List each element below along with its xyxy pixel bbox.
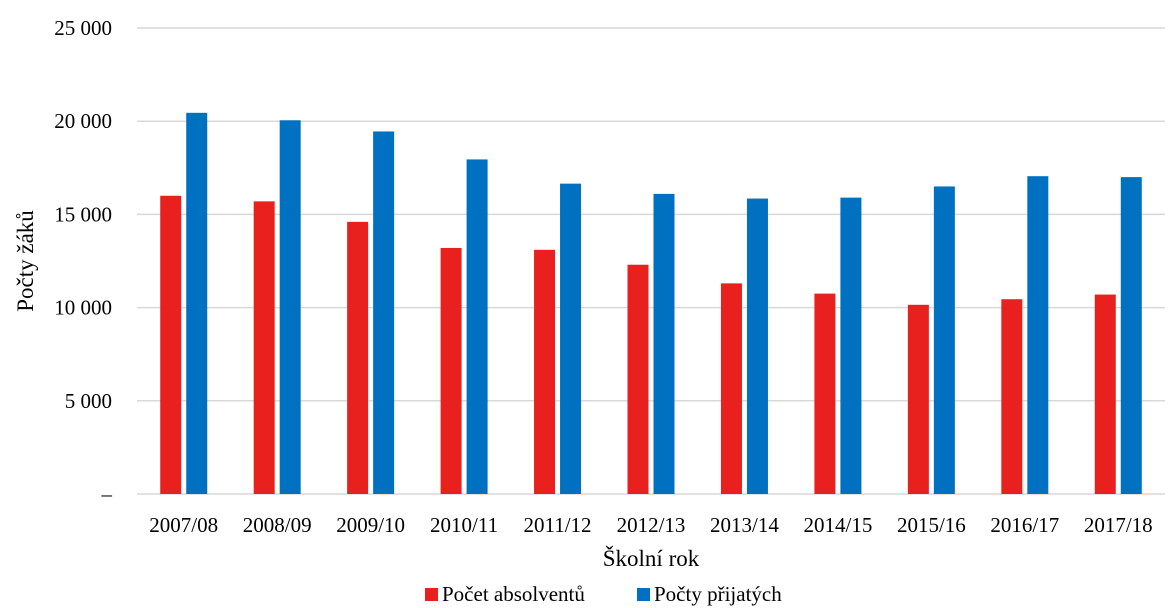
bar-prijatych (279, 120, 301, 494)
x-axis-tick-labels: 2007/08 2008/09 2009/10 2010/11 2011/12 2012/… (149, 513, 1152, 537)
bar-absolventu (627, 264, 649, 494)
bars (160, 112, 1142, 495)
y-axis-title: Počty žáků (13, 210, 38, 312)
bar-prijatych (560, 183, 582, 495)
bar-prijatych (186, 112, 208, 494)
bar-absolventu (907, 304, 929, 494)
y-tick-label: 5 000 (65, 389, 112, 413)
bar-absolventu (440, 247, 462, 494)
bar-absolventu (253, 201, 275, 495)
x-tick-label: 2009/10 (336, 513, 405, 537)
bar-absolventu (1001, 299, 1023, 494)
bar-prijatych (933, 186, 955, 494)
bar-absolventu (534, 249, 556, 494)
x-tick-label: 2013/14 (710, 513, 779, 537)
x-tick-label: 2015/16 (897, 513, 966, 537)
legend: Počet absolventů Počty přijatých (425, 582, 782, 606)
y-tick-label: 15 000 (54, 202, 112, 226)
x-tick-label: 2011/12 (524, 513, 592, 537)
y-tick-label: – (101, 482, 113, 506)
x-axis-title: Školní rok (603, 545, 700, 571)
bar-prijatych (746, 198, 768, 494)
x-tick-label: 2016/17 (990, 513, 1059, 537)
bar-absolventu (814, 293, 836, 494)
bar-prijatych (1120, 177, 1142, 494)
bar-absolventu (347, 221, 369, 494)
x-tick-label: 2008/09 (243, 513, 312, 537)
bar-prijatych (1027, 176, 1049, 495)
x-tick-label: 2007/08 (149, 513, 218, 537)
legend-label: Počet absolventů (442, 582, 585, 606)
bar-absolventu (1094, 294, 1116, 494)
legend-swatch (637, 588, 650, 601)
x-tick-label: 2017/18 (1084, 513, 1153, 537)
bar-prijatych (840, 197, 862, 494)
bar-prijatych (466, 159, 488, 495)
y-axis-tick-labels: – 5 000 10 000 15 000 20 000 25 000 (54, 16, 112, 506)
x-tick-label: 2010/11 (430, 513, 498, 537)
y-tick-label: 10 000 (54, 296, 112, 320)
x-tick-label: 2014/15 (803, 513, 872, 537)
legend-label: Počty přijatých (654, 582, 782, 606)
y-tick-label: 20 000 (54, 109, 112, 133)
bar-absolventu (720, 283, 742, 494)
bar-absolventu (160, 195, 182, 494)
legend-swatch (425, 588, 438, 601)
bar-prijatych (653, 193, 675, 494)
y-tick-label: 25 000 (54, 16, 112, 40)
bar-prijatych (373, 131, 395, 494)
gridlines (137, 27, 1165, 495)
x-tick-label: 2012/13 (617, 513, 686, 537)
